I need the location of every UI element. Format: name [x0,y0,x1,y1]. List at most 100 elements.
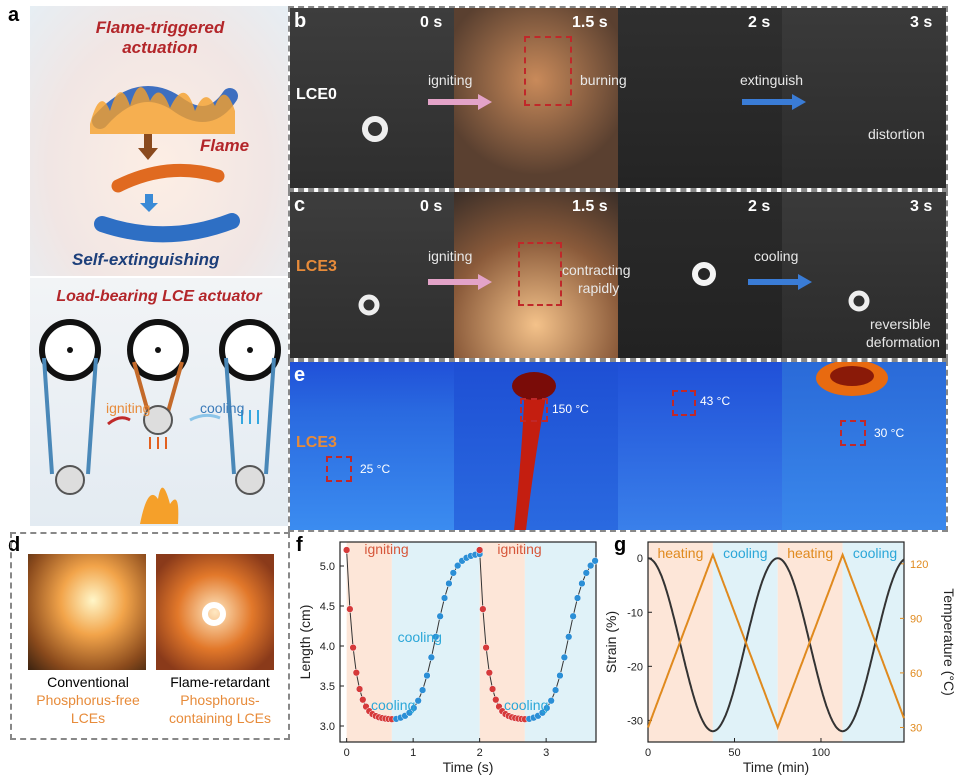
e-temp-1: 25 °C [360,462,391,476]
f-ytick-label: 5.0 [320,561,335,573]
flame-label: Flame [200,136,250,155]
e-sample-label: LCE3 [296,434,337,451]
c-arrow-blue-icon [748,274,812,290]
d-left-line1: Conventional [47,674,129,690]
b-arrow-pink-icon [428,94,492,110]
f-data-point [543,704,551,712]
c-reversible: reversible [870,316,931,332]
e-flame-thermal [512,372,556,530]
d-ring [202,602,226,626]
f-data-point [578,579,586,588]
f-data-point [569,612,577,620]
f-data-point [349,643,357,652]
c-frame-1 [290,192,454,358]
blue-rod [94,213,240,243]
d-photo-right [156,554,274,670]
e-box-4 [840,420,866,446]
f-ytick-label: 3.5 [320,681,335,693]
g-y2tick-label: 90 [910,613,922,625]
f-ytick-label: 4.5 [320,601,335,613]
b-extinguish: extinguish [740,72,804,88]
load-bearing-title: Load-bearing LCE actuator [56,288,262,305]
panel-e: e LCE3 25 °C 150 °C 43 °C 30 °C [288,360,948,532]
g-ytick-label: -20 [627,661,643,673]
c-contracting: contracting [562,262,631,278]
f-annotation: igniting [364,541,408,557]
panel-c-label: c [294,194,306,216]
b-time-1: 1.5 s [572,14,608,31]
e-temp-4: 30 °C [874,426,905,440]
flame-illustration [90,86,238,134]
f-data-point [445,579,453,588]
c-ring-4 [848,290,870,312]
c-frame-3 [618,192,782,358]
panel-b: b 0 s 1.5 s 2 s 3 s LCE0 igniting burnin… [288,6,948,190]
b-sample-label: LCE0 [296,86,337,103]
g-annotation: heating [787,545,833,561]
f-data-point [556,671,564,680]
g-xlabel: Time (min) [743,759,809,775]
panel-g-label: g [614,534,627,556]
d-right-line3: containing LCEs [169,710,271,726]
panel-e-label: e [294,364,306,386]
f-data-point [573,594,582,602]
f-data-point [479,605,487,613]
g-y2tick-label: 60 [910,668,922,680]
panel-a-bottom: Load-bearing LCE actuator igniting cooli… [30,278,288,526]
f-data-point [423,671,431,680]
e-frame-2 [454,362,618,530]
f-ytick-label: 4.0 [320,641,335,653]
f-data-point [436,612,444,620]
g-ytick-label: 0 [637,553,643,565]
f-data-point [352,669,360,677]
f-data-point [482,643,490,652]
d-right-line1: Flame-retardant [170,674,270,690]
f-data-point [454,561,462,570]
b-frame-3 [618,8,782,188]
f-annotation: cooling [504,697,548,713]
panel-a-top: Flame-triggered actuation Flame Self-ext… [30,6,288,276]
c-sample-label: LCE3 [296,258,337,275]
f-data-point [560,653,568,662]
d-right-line2: Phosphorus- [180,692,260,708]
b-distortion: distortion [868,126,925,142]
f-data-point [432,633,440,641]
f-data-point [346,605,354,613]
c-arrow-pink-icon [428,274,492,290]
f-xlabel: Time (s) [443,759,494,775]
c-time-1: 1.5 s [572,198,608,215]
b-arrow-blue-icon [742,94,806,110]
e-frame-1 [290,362,454,530]
panel-c: c 0 s 1.5 s 2 s 3 s LCE3 igniting contra… [288,190,948,360]
e-frame-3 [618,362,782,530]
b-igniting: igniting [428,72,473,88]
g-plot-frame [647,541,905,743]
c-highlight-box [518,242,562,306]
f-cooling-region-0 [391,542,480,742]
f-ytick-label: 3.0 [320,721,335,733]
c-ring-1 [358,294,380,316]
f-data-point [359,696,367,704]
f-data-point [418,686,427,694]
e-box-2 [520,398,548,422]
f-annotation: igniting [497,541,541,557]
down-arrow-blue-icon [140,194,158,212]
orange-rod [111,163,225,193]
panel-a-label: a [8,4,20,26]
f-data-point [492,696,500,704]
b-burning: burning [580,72,627,88]
c-time-2: 2 s [748,198,771,215]
e-hot-spot [816,362,888,396]
c-frame-2 [454,192,618,358]
g-annotation: cooling [853,545,897,561]
e-frame-4 [782,362,946,530]
f-xtick-label: 2 [477,747,483,759]
g-y2tick-label: 120 [910,559,928,571]
e-box-1 [326,456,352,482]
g-y2label: Temperature (°C) [941,588,956,696]
e-temp-2: 150 °C [552,402,589,416]
d-left-line2: Phosphorus-free [36,692,140,708]
b-frame-1 [290,8,454,188]
g-annotation: heating [657,545,703,561]
f-data-point [414,697,422,705]
